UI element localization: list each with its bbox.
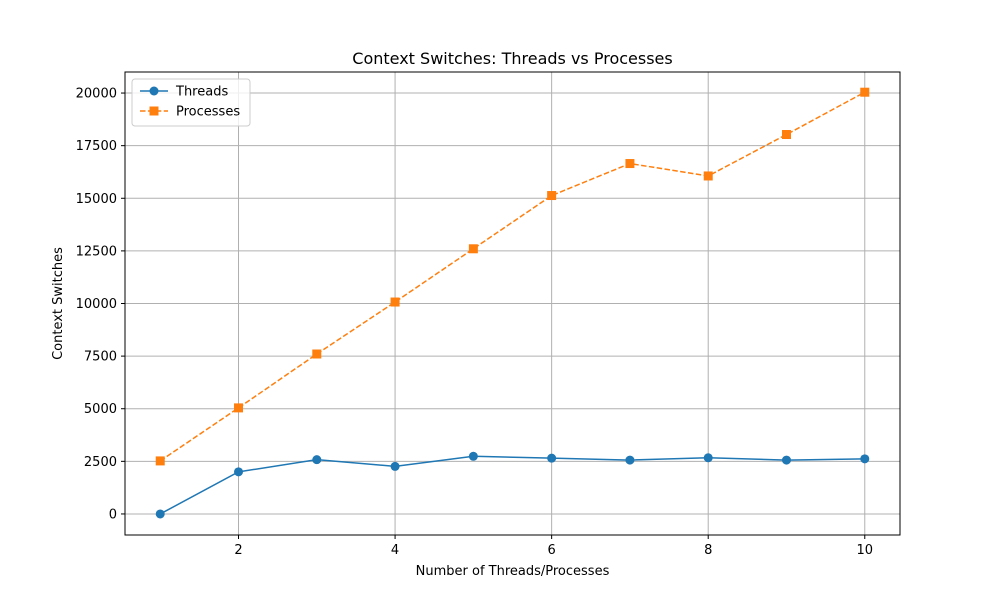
threads-series-line xyxy=(159,455,865,515)
processes-data-point xyxy=(312,349,322,359)
x-tick-label: 8 xyxy=(704,543,712,558)
y-tick-label: 15000 xyxy=(76,192,117,207)
x-tick-label: 10 xyxy=(856,543,873,558)
legend-processes-marker xyxy=(149,106,159,116)
y-tick-label: 0 xyxy=(109,507,117,522)
threads-data-point xyxy=(155,509,165,519)
processes-data-point xyxy=(547,191,557,201)
series-layer xyxy=(155,87,870,519)
threads-data-point xyxy=(625,455,635,465)
threads-data-point xyxy=(781,455,791,465)
processes-data-point xyxy=(234,403,244,413)
processes-data-point xyxy=(703,171,713,181)
processes-data-point xyxy=(155,456,165,466)
processes-data-point xyxy=(468,244,478,254)
y-axis-label: Context Switches xyxy=(51,247,66,360)
y-tick-label: 20000 xyxy=(76,87,117,102)
x-axis-label: Number of Threads/Processes xyxy=(416,564,610,579)
threads-data-point xyxy=(547,453,557,463)
threads-data-point xyxy=(468,451,478,461)
threads-data-point xyxy=(234,467,244,477)
legend: Threads Processes xyxy=(131,78,251,127)
threads-data-point xyxy=(703,453,713,463)
processes-data-point xyxy=(390,297,400,307)
y-tick-label: 7500 xyxy=(84,350,117,365)
threads-data-point xyxy=(390,461,400,471)
processes-series-line xyxy=(159,91,866,462)
x-tick-label: 2 xyxy=(234,543,242,558)
x-tick-label: 4 xyxy=(391,543,399,558)
y-tick-label: 12500 xyxy=(76,244,117,259)
threads-data-point xyxy=(312,455,322,465)
legend-threads-marker xyxy=(149,86,159,96)
y-tick-label: 5000 xyxy=(84,402,117,417)
grid-lines xyxy=(125,72,900,535)
processes-data-point xyxy=(860,87,870,97)
threads-data-point xyxy=(860,454,870,464)
legend-threads-label: Threads xyxy=(175,85,228,100)
y-tick-label: 2500 xyxy=(84,455,117,470)
axis-ticks: 2 4 6 8 10 0 2500 5000 7500 10000 12500 15000 17500 2… xyxy=(76,87,873,558)
y-tick-label: 17500 xyxy=(76,139,117,154)
x-tick-label: 6 xyxy=(548,543,556,558)
legend-processes-label: Processes xyxy=(176,105,240,120)
processes-data-point xyxy=(781,130,791,140)
processes-data-point xyxy=(625,159,635,169)
chart-title: Context Switches: Threads vs Processes xyxy=(352,49,672,68)
y-tick-label: 10000 xyxy=(76,297,117,312)
